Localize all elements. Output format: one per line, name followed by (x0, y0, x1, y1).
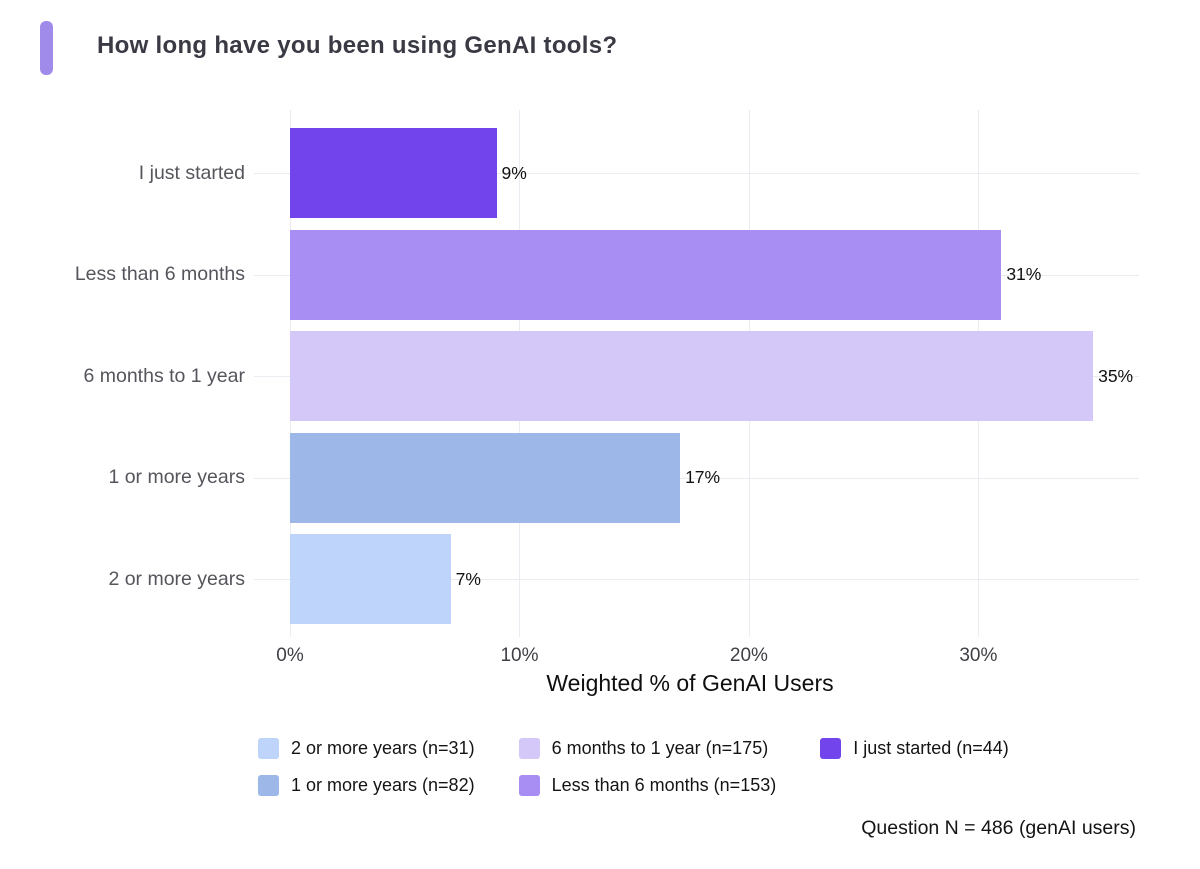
bar-i-just-started (290, 128, 497, 218)
bar-value-label: 9% (501, 162, 527, 183)
bar-row: 7% (290, 534, 1139, 624)
category-label: I just started (138, 161, 245, 184)
bar-value-label: 35% (1098, 365, 1134, 386)
category-label: Less than 6 months (74, 263, 245, 285)
legend-label: Less than 6 months (n=153) (551, 774, 777, 795)
legend-swatch (258, 737, 279, 759)
legend-swatch (820, 737, 842, 759)
legend-label: I just started (n=44) (853, 737, 1009, 758)
legend-item: 1 or more years (n=82) (258, 770, 475, 800)
bar-value-label: 17% (685, 467, 721, 487)
x-tick-label: 0% (276, 645, 304, 666)
x-tick-label: 30% (959, 645, 998, 666)
legend-item: Less than 6 months (n=153) (518, 770, 777, 800)
horizontal-gridline (254, 477, 1139, 479)
bar-row: 31% (290, 229, 1139, 320)
title-accent-bar (40, 21, 53, 75)
bar-row: 9% (290, 128, 1139, 218)
horizontal-gridline (254, 173, 1139, 174)
x-tick-label: 20% (729, 645, 768, 666)
bar-2-or-more-years (290, 534, 451, 624)
legend: 2 or more years (n=31) 1 or more years (n… (258, 733, 1009, 803)
legend-label: 2 or more years (n=31) (291, 737, 475, 758)
category-label: 6 months to 1 year (83, 364, 245, 387)
footnote: Question N = 486 (genAI users) (861, 817, 1136, 839)
x-tick-label: 10% (500, 645, 539, 666)
x-axis-title: Weighted % of GenAI Users (546, 670, 834, 696)
horizontal-gridline (254, 579, 1139, 580)
bar-value-label: 7% (455, 568, 481, 589)
bar-less-than-6-months (290, 229, 1002, 320)
bar-1-or-more-years (290, 432, 681, 523)
legend-label: 1 or more years (n=82) (291, 774, 475, 795)
legend-swatch (258, 774, 279, 796)
legend-label: 6 months to 1 year (n=175) (551, 737, 769, 758)
legend-swatch (518, 774, 540, 796)
category-label: 2 or more years (108, 567, 245, 590)
plot-area: 9% 31% 35% 17% 7% (254, 110, 1139, 637)
legend-item: 2 or more years (n=31) (258, 733, 475, 763)
page-title: How long have you been using GenAI tools… (97, 32, 618, 59)
category-label: 1 or more years (108, 466, 245, 488)
legend-item: 6 months to 1 year (n=175) (518, 733, 777, 763)
bar-row: 17% (290, 432, 1139, 523)
legend-item: I just started (n=44) (820, 733, 1009, 763)
category-axis: I just started Less than 6 months 6 months… (0, 110, 245, 637)
x-axis-ticks: 0% 10% 20% 30% (276, 645, 1139, 669)
bar-value-label: 31% (1006, 264, 1042, 284)
bar-6-months-to-1-year (290, 331, 1094, 421)
legend-swatch (518, 737, 540, 759)
bar-row: 35% (290, 331, 1139, 421)
